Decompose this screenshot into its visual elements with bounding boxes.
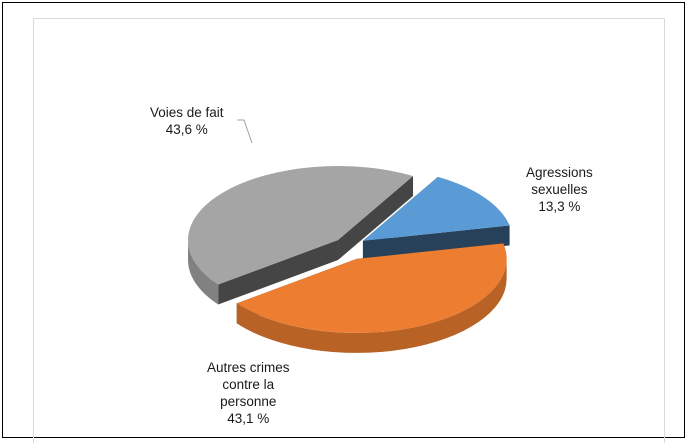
slice-top [236, 243, 507, 333]
slice-value-label: 13,3 % [538, 199, 581, 214]
slice-top [188, 166, 414, 285]
slice-label-line: sexuelles [531, 182, 588, 197]
slice-label-line: Agressions [526, 165, 593, 180]
slice-top [362, 176, 510, 241]
slice-value-label: 43,6 % [165, 122, 208, 137]
slice-label-line: personne [220, 394, 277, 409]
pie-slice-voies-de-fait [188, 166, 414, 305]
slice-rim [236, 258, 507, 353]
slice-label-line: contre la [222, 377, 275, 392]
data-label-voies-de-fait: Voies de fait 43,6 % [150, 104, 224, 138]
plot-area [33, 18, 665, 443]
slice-rim [188, 240, 219, 305]
slice-wall [338, 175, 414, 261]
pie-slice-agressions-sexuelles [362, 176, 510, 261]
pie-slice-autres-crimes-contre-la-personne [236, 243, 507, 353]
slice-wall [218, 240, 339, 305]
leader-line-voies-de-fait [237, 119, 253, 144]
data-label-autres-crimes: Autres crimes contre la personne 43,1 % [207, 359, 290, 427]
slice-value-label: 43,1 % [227, 411, 270, 426]
slice-label-line: Autres crimes [207, 360, 290, 375]
slice-label-line: Voies de fait [150, 105, 224, 120]
data-label-agressions-sexuelles: Agressions sexuelles 13,3 % [526, 164, 593, 215]
slice-wall [362, 225, 510, 261]
